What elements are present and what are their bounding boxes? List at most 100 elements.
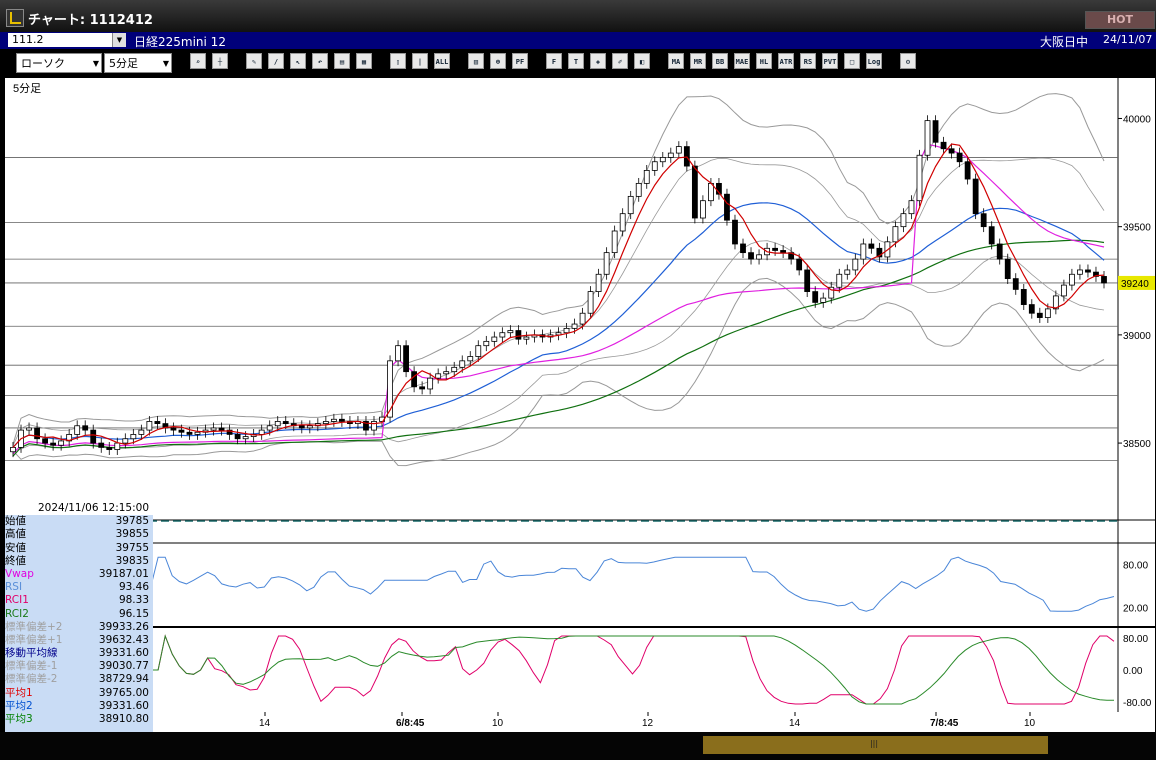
candle-body [507,330,514,334]
rci1-line [151,634,1115,705]
rsi-tick-label: 20.00 [1123,604,1148,615]
toolbar-config-icon[interactable]: ⚙ [900,53,916,69]
current-price-label: 39240 [1121,279,1149,290]
toolbar-candle-icon[interactable]: ▯ [390,53,406,69]
data-window-value: 96.15 [118,607,149,620]
grip-icon: ||| [869,739,879,748]
data-window-row: 平均1 39765.00 [5,687,153,700]
y-tick-label: 38500 [1123,439,1151,450]
toolbar-ma-icon[interactable]: MA [668,53,684,69]
candle-body [748,252,754,260]
candle-body [523,336,530,340]
hot-button[interactable]: HOT [1085,11,1155,29]
data-window-value: 39632.43 [98,633,149,646]
data-window-row: 終値 39835 [5,555,153,568]
market-label: 大阪日中 [1040,35,1089,49]
rsi-panel [5,543,1155,626]
toolbar-undo-icon[interactable]: ↶ [312,53,328,69]
data-window-value: 39835 [115,554,149,567]
candle-body [932,120,939,143]
chart-type-value: ローソク [21,57,65,70]
candle-body [948,148,955,154]
candle-body [90,429,97,444]
toolbar-pf-icon[interactable]: PF [512,53,528,69]
toolbar-atr-icon[interactable]: ATR [778,53,794,69]
toolbar-color-icon[interactable]: ◧ [634,53,650,69]
toolbar-pattern-icon[interactable]: ◈ [590,53,606,69]
toolbar-draw-icon[interactable]: ✎ [246,53,262,69]
toolbar-mae-icon[interactable]: MAE [734,53,750,69]
candle-body [499,332,506,338]
data-window-label: 始値 [5,515,26,528]
candle-body [996,243,1003,260]
toolbar-rsi-icon[interactable]: RS [800,53,816,69]
candle-body [836,273,843,288]
candle-body [900,213,907,228]
rci-tick-label: 80.00 [1123,634,1148,645]
candle-body [451,366,458,373]
interval-value: 5分足 [109,57,138,70]
candle-body [34,427,40,440]
candle-body [138,429,145,435]
toolbar-trend-icon[interactable]: / [268,53,284,69]
ma3-line [12,239,1105,457]
toolbar-search-icon[interactable]: ⌕ [190,53,206,69]
toolbar-bar-icon[interactable]: | [412,53,428,69]
candle-body [1085,269,1091,273]
x-tick-label: 14 [259,718,271,729]
toolbar-tool-icon[interactable]: ✐ [612,53,628,69]
data-window-row: 標準偏差+1 39632.43 [5,634,153,647]
candle-body [675,146,682,154]
toolbar-bb-icon[interactable]: BB [712,53,728,69]
price-panel [5,78,1155,520]
code-input[interactable]: 111.2 ▼ [8,33,126,47]
data-window-label: 標準偏差+2 [5,620,63,633]
toolbar-pvt-icon[interactable]: PVT [822,53,838,69]
scroll-thumb[interactable] [703,736,1048,754]
toolbar-clear-icon[interactable]: ▦ [356,53,372,69]
candle-body [467,356,474,362]
toolbar-zoom-icon[interactable]: ⊕ [490,53,506,69]
toolbar-cursor-icon[interactable]: ┼ [212,53,228,69]
toolbar-box-icon[interactable]: □ [844,53,860,69]
data-window-row: RSI 93.46 [5,581,153,594]
toolbar-all-icon[interactable]: ALL [434,53,450,69]
candle-body [1028,304,1035,314]
toolbar-fib-icon[interactable]: F [546,53,562,69]
candle-body [699,200,706,219]
candle-body [571,323,578,329]
price-chart[interactable]: 5分足 40000 39500 39000 38500 39240 80.00 20.00 80… [5,78,1155,732]
candle-body [868,243,875,249]
chart-type-select[interactable]: ローソク ▼ [16,53,102,73]
interval-select[interactable]: 5分足 ▼ [104,53,172,73]
ma2-line [12,202,1105,448]
data-window-value: 39785 [115,515,149,528]
code-value: 111.2 [12,33,44,46]
data-window-row: 平均3 38910.80 [5,713,153,726]
data-window-value: 39331.60 [98,699,149,712]
data-window-row: 高値 39855 [5,528,153,541]
candle-body [667,152,674,158]
candle-body [683,146,690,167]
data-window-row: 標準偏差-2 38729.94 [5,673,153,686]
x-tick-label: 7/8:45 [930,718,959,729]
toolbar-vol-icon[interactable]: ▥ [468,53,484,69]
toolbar-note-icon[interactable]: ▤ [334,53,350,69]
toolbar-arrow-icon[interactable]: ↖ [290,53,306,69]
data-window-label: Vwap [5,567,34,580]
candle-body [26,427,32,431]
toolbar-mr-icon[interactable]: MR [690,53,706,69]
toolbar-log-icon[interactable]: Log [866,53,882,69]
chevron-down-icon: ▼ [92,59,99,68]
data-window-datetime: 2024/11/06 12:15:00 [5,502,153,516]
data-window-row: Vwap 39187.01 [5,568,153,581]
candle-body [459,360,466,368]
candle-body [1044,308,1051,318]
data-window-label: 平均1 [5,686,33,699]
data-window-row: RCI2 96.15 [5,608,153,621]
toolbar-hl-icon[interactable]: HL [756,53,772,69]
candle-body [330,418,337,422]
data-window-label: RSI [5,581,23,594]
chevron-down-icon[interactable]: ▼ [112,33,126,47]
toolbar-text-icon[interactable]: T [568,53,584,69]
